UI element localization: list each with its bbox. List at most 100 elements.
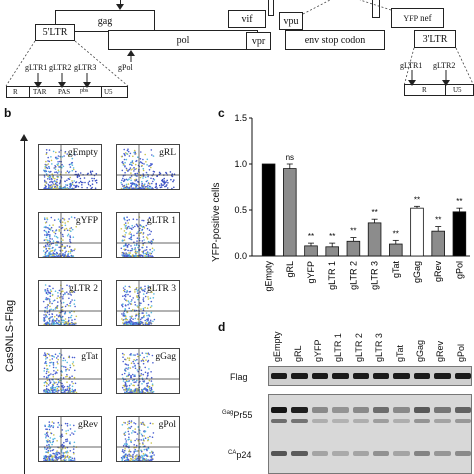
blot-band-intermediate	[332, 419, 349, 423]
guide-right-ltr1-label: gLTR1	[400, 61, 423, 70]
x-tick-label: gPol	[454, 261, 464, 279]
blot-lane-label: gLTR 2	[353, 333, 364, 362]
facs-plot-label: gYFP	[75, 216, 98, 226]
blot-band-flag	[373, 373, 390, 379]
blot-lane-label: gGag	[415, 339, 425, 362]
ltr-region-r: R	[13, 88, 18, 96]
significance-label: **	[435, 216, 441, 225]
blot-band-p24	[454, 451, 471, 456]
blot-band-intermediate	[454, 419, 471, 423]
blot-band-intermediate	[271, 419, 288, 423]
blot-band-pr55	[413, 407, 431, 413]
bar-chart: 0.0 0.5 1.0 1.5 gEmpty ns gRL ** gYFP ** gLTR 1 ** g…	[234, 113, 470, 292]
facs-plot-label: gPol	[158, 420, 176, 430]
blot-cap24-label: CAp24	[228, 450, 252, 460]
blot-band-p24	[373, 451, 390, 456]
blot-band-intermediate	[434, 419, 451, 423]
blot-band-intermediate	[393, 419, 410, 423]
facs-plot-label: gGag	[155, 352, 176, 362]
blot-flag	[268, 366, 472, 386]
bar	[389, 243, 403, 257]
ltr-detail-left	[6, 86, 128, 98]
blot-band-p24	[271, 451, 288, 456]
panel-d-letter: d	[218, 320, 226, 334]
x-tick-label: gLTR 3	[370, 261, 380, 290]
facs-plot: gRL	[116, 144, 180, 190]
blot-band-intermediate	[373, 419, 390, 423]
ltr-region-pbs: pbs	[80, 88, 89, 94]
blot-band-flag	[291, 373, 308, 379]
facs-scatter	[39, 349, 101, 393]
gene-ltr3: 3'LTR	[414, 30, 456, 48]
ltr-region-u5: U5	[104, 88, 113, 96]
blot-lane-label: gRL	[292, 345, 303, 362]
significance-label: ns	[286, 153, 294, 162]
significance-label: **	[329, 232, 335, 241]
bar	[304, 245, 318, 257]
x-tick-label: gLTR 1	[327, 261, 337, 290]
zoom-lines	[5, 0, 474, 88]
facs-plot-label: gLTR 3	[147, 284, 176, 294]
bar	[410, 207, 424, 257]
facs-plot-label: gLTR 2	[69, 284, 98, 294]
blot-lane-label: gLTR 1	[333, 333, 344, 362]
significance-label: **	[371, 208, 377, 217]
gene-yfp-nef: YFP nef	[391, 8, 444, 28]
blot-band-p24	[352, 451, 369, 456]
facs-plot: gYFP	[38, 212, 102, 258]
guide-ltr3-label: gLTR3	[74, 63, 97, 72]
significance-label: **	[414, 195, 420, 204]
blot-band-pr55	[454, 407, 471, 413]
gene-vpr: vpr	[246, 32, 271, 50]
bar	[346, 240, 361, 257]
y-tick-label: 1.5	[234, 113, 247, 123]
x-tick-label: gGag	[412, 261, 422, 283]
blot-band-pr55	[393, 407, 410, 413]
significance-label: **	[456, 197, 462, 206]
facs-plot-label: gRL	[159, 148, 176, 158]
ltr-detail-right	[404, 84, 474, 96]
facs-scatter	[39, 417, 101, 461]
guide-right-ltr2-label: gLTR2	[433, 61, 456, 70]
facs-scatter	[39, 281, 101, 325]
blot-band-intermediate	[311, 419, 329, 423]
blot-lane-label: gPol	[455, 343, 466, 362]
blot-lane-label: gLTR 3	[374, 333, 385, 362]
blot-flag-label: Flag	[230, 372, 248, 382]
bar	[367, 222, 382, 257]
gpol-label: gPol	[118, 63, 133, 72]
x-tick-label: gTat	[391, 261, 401, 279]
ltr-region-tar: TAR	[33, 88, 47, 96]
blot-band-flag	[352, 373, 369, 379]
blot-lane-label: gRev	[435, 340, 446, 362]
ltr-region-pas: PAS	[58, 88, 71, 96]
x-tick-label: gRL	[285, 261, 295, 278]
facs-plot: gLTR 1	[116, 212, 180, 258]
blot-band-pr55	[311, 407, 329, 413]
facs-plot-label: gEmpty	[67, 148, 98, 158]
y-tick-label: 0.0	[234, 251, 247, 261]
x-tick-label: gRev	[433, 261, 443, 283]
ltr-right-region-u5: U5	[453, 86, 462, 94]
gene-vpu: vpu	[279, 12, 303, 30]
gene-vif: vif	[228, 10, 266, 28]
blot-band-pr55	[291, 407, 308, 413]
blot-band-p24	[393, 451, 410, 456]
facs-plot-label: gLTR 1	[147, 216, 176, 226]
panel-b-letter: b	[4, 106, 12, 120]
facs-plot: gTat	[38, 348, 102, 394]
facs-scatter	[117, 281, 179, 325]
blot-band-pr55	[373, 407, 390, 413]
blot-band-p24	[291, 451, 308, 456]
x-tick-label: gYFP	[306, 261, 316, 284]
blot-band-p24	[413, 451, 431, 456]
ltr-right-region-r: R	[422, 86, 427, 94]
bar	[283, 168, 297, 257]
facs-scatter	[117, 145, 179, 189]
x-tick-label: gEmpty	[264, 261, 274, 292]
blot-gagpr55-label: GagPr55	[222, 410, 253, 420]
facs-plot-label: gTat	[81, 352, 98, 362]
blot-band-flag	[271, 373, 288, 379]
blot-band-flag	[332, 373, 349, 379]
blot-lane-label: gTat	[394, 344, 405, 362]
